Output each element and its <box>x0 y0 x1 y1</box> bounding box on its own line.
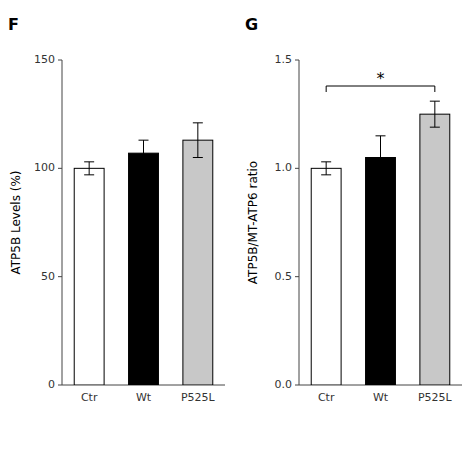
x-tick-label: Ctr <box>81 391 98 404</box>
x-tick-label: Wt <box>373 391 389 404</box>
y-tick <box>58 385 62 386</box>
bar <box>183 140 213 385</box>
error-bar <box>139 140 149 166</box>
error-bar <box>430 101 440 127</box>
y-tick <box>58 276 62 277</box>
y-tick-label: 0.0 <box>275 378 293 391</box>
error-bar <box>321 162 331 175</box>
bar <box>74 168 104 385</box>
error-cap <box>139 166 149 167</box>
error-cap <box>84 174 94 175</box>
bar <box>129 153 159 385</box>
error-line <box>434 101 435 127</box>
y-axis <box>299 60 300 385</box>
error-cap <box>321 161 331 162</box>
y-tick <box>295 276 299 277</box>
error-line <box>143 140 144 166</box>
error-line <box>326 162 327 175</box>
error-bar <box>376 136 386 179</box>
error-cap <box>376 179 386 180</box>
error-cap <box>139 140 149 141</box>
error-bar <box>84 162 94 175</box>
bar <box>311 168 341 385</box>
error-cap <box>430 101 440 102</box>
error-line <box>89 162 90 175</box>
y-tick-label: 50 <box>41 270 55 283</box>
bar <box>420 114 450 385</box>
error-cap <box>376 135 386 136</box>
y-axis-label: ATP5B/MT-ATP6 ratio <box>246 161 260 284</box>
y-tick-label: 1.5 <box>275 53 293 66</box>
y-tick-label: 100 <box>34 161 55 174</box>
y-axis-label: ATP5B Levels (%) <box>9 170 23 274</box>
y-tick-label: 150 <box>34 53 55 66</box>
y-tick-label: 0.5 <box>275 270 293 283</box>
error-cap <box>193 122 203 123</box>
y-tick <box>295 60 299 61</box>
marks <box>74 123 213 385</box>
x-tick-label: Wt <box>136 391 152 404</box>
title: F <box>8 15 19 34</box>
x-tick-label: Ctr <box>318 391 335 404</box>
x-tick-label: P525L <box>418 391 453 404</box>
error-line <box>197 123 198 158</box>
error-cap <box>321 174 331 175</box>
y-tick <box>295 385 299 386</box>
error-cap <box>430 127 440 128</box>
marks <box>311 101 450 385</box>
title: G <box>245 15 258 34</box>
error-line <box>380 136 381 179</box>
figure: F ATP5B Levels (%) 0 50 100 150 Ctr Wt P525L G ATP… <box>0 0 474 450</box>
error-cap <box>84 161 94 162</box>
error-cap <box>193 157 203 158</box>
x-tick-label: P525L <box>181 391 216 404</box>
y-axis <box>62 60 63 385</box>
y-tick-label: 0 <box>48 378 55 391</box>
annotation: * <box>377 69 385 88</box>
error-bar <box>193 123 203 158</box>
panel: F ATP5B Levels (%) 0 50 100 150 Ctr Wt P525L <box>8 15 225 404</box>
panel: G ATP5B/MT-ATP6 ratio 0.0 0.5 1.0 1.5 Ctr Wt P52… <box>245 15 462 404</box>
y-tick <box>58 168 62 169</box>
y-tick-label: 1.0 <box>275 161 293 174</box>
bar <box>366 158 396 386</box>
y-tick <box>295 168 299 169</box>
y-tick <box>58 60 62 61</box>
